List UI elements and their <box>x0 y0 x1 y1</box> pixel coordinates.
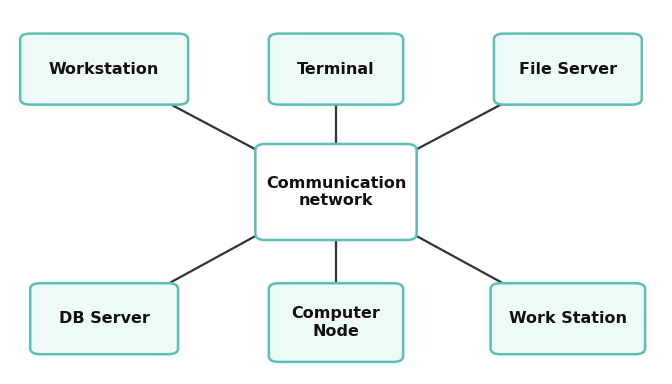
FancyBboxPatch shape <box>30 283 178 354</box>
Text: Computer
Node: Computer Node <box>292 306 380 339</box>
FancyBboxPatch shape <box>494 34 642 105</box>
Text: File Server: File Server <box>519 61 617 77</box>
FancyBboxPatch shape <box>269 283 403 362</box>
Text: Workstation: Workstation <box>49 61 159 77</box>
Text: Communication
network: Communication network <box>266 176 406 208</box>
FancyBboxPatch shape <box>255 144 417 240</box>
Text: DB Server: DB Server <box>58 311 150 326</box>
FancyBboxPatch shape <box>20 34 188 105</box>
FancyBboxPatch shape <box>491 283 645 354</box>
Text: Terminal: Terminal <box>297 61 375 77</box>
Text: Work Station: Work Station <box>509 311 627 326</box>
FancyBboxPatch shape <box>269 34 403 105</box>
